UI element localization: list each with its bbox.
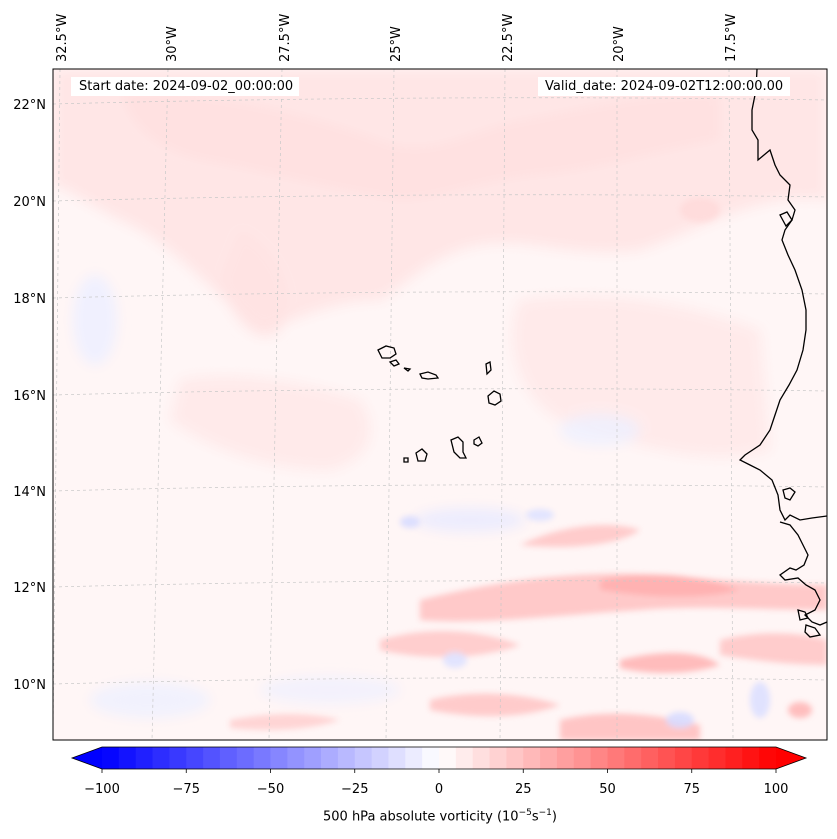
colorbar-tick-label: 0 xyxy=(435,782,443,797)
colorbar-tick-label: 25 xyxy=(515,782,532,797)
colorbar-label-prefix: 500 hPa absolute vorticity (10 xyxy=(323,809,519,825)
colorbar-segment xyxy=(472,747,491,769)
colorbar-segment xyxy=(354,747,373,769)
colorbar-segment xyxy=(186,747,204,769)
colorbar-segment xyxy=(506,747,524,769)
colorbar-segment xyxy=(321,747,339,769)
start-date-label: Start date: 2024-09-02_00:00:00 xyxy=(71,77,300,96)
longitude-labels: 32.5°W 30°W 27.5°W 25°W 22.5°W 20°W 17.5… xyxy=(55,14,739,62)
colorbar-tick-label: −25 xyxy=(341,782,368,797)
latitude-label: 22°N xyxy=(13,98,46,113)
colorbar xyxy=(102,747,777,769)
colorbar-label-unit: s xyxy=(531,809,539,825)
colorbar-segment xyxy=(405,747,423,769)
cape-verde-islands xyxy=(377,345,502,463)
colorbar-segment xyxy=(422,747,440,769)
colorbar-segment xyxy=(337,747,356,769)
colorbar-segment xyxy=(287,747,305,769)
colorbar-segment xyxy=(641,747,659,769)
colorbar-segment xyxy=(556,747,575,769)
colorbar-tick-label: 75 xyxy=(683,782,700,797)
colorbar-segment xyxy=(371,747,390,769)
colorbar-segment xyxy=(624,747,642,769)
colorbar-segment xyxy=(489,747,507,769)
colorbar-segment xyxy=(388,747,406,769)
colorbar-tick-label: 100 xyxy=(764,782,789,797)
map-gridlines xyxy=(53,69,827,740)
colorbar-segment xyxy=(759,747,777,769)
colorbar-segment xyxy=(523,747,541,769)
longitude-label: 25°W xyxy=(389,26,404,62)
latitude-label: 16°N xyxy=(13,389,46,404)
colorbar-segment xyxy=(691,747,710,769)
longitude-label: 32.5°W xyxy=(55,14,70,62)
colorbar-extend-max xyxy=(776,747,806,769)
longitude-label: 22.5°W xyxy=(501,14,516,62)
longitude-label: 30°W xyxy=(165,26,180,62)
longitude-label: 20°W xyxy=(612,26,627,62)
colorbar-segment xyxy=(455,747,474,769)
colorbar-segment xyxy=(439,747,457,769)
vorticity-field xyxy=(53,69,827,740)
colorbar-segment xyxy=(742,747,760,769)
colorbar-segment xyxy=(540,747,558,769)
colorbar-extend-min xyxy=(72,747,102,769)
colorbar-segment xyxy=(304,747,322,769)
valid-date-label: Valid_date: 2024-09-02T12:00:00.00 xyxy=(538,77,791,96)
colorbar-tick-label: −75 xyxy=(173,782,200,797)
colorbar-segment xyxy=(590,747,609,769)
colorbar-tick-label: 50 xyxy=(599,782,616,797)
longitude-label: 27.5°W xyxy=(278,14,293,62)
colorbar-segment xyxy=(102,747,120,769)
colorbar-label: 500 hPa absolute vorticity (10−5s−1) xyxy=(0,808,837,824)
colorbar-segment xyxy=(253,747,272,769)
colorbar-segment xyxy=(607,747,625,769)
colorbar-segment xyxy=(135,747,154,769)
colorbar-segment xyxy=(674,747,693,769)
colorbar-tick-label: −100 xyxy=(84,782,120,797)
colorbar-segment xyxy=(236,747,255,769)
latitude-labels: 22°N 20°N 18°N 16°N 14°N 12°N 10°N xyxy=(13,98,46,693)
colorbar-segment xyxy=(270,747,288,769)
map-frame xyxy=(52,68,828,741)
colorbar-tick-label: −50 xyxy=(257,782,284,797)
colorbar-label-exponent: −1 xyxy=(538,808,552,818)
colorbar-segment xyxy=(203,747,221,769)
colorbar-segment xyxy=(219,747,238,769)
colorbar-ticks: −100 −75 −50 −25 0 25 50 75 100 xyxy=(84,769,788,797)
colorbar-segment xyxy=(152,747,170,769)
coastline xyxy=(738,69,827,638)
colorbar-label-suffix: ) xyxy=(551,809,557,825)
latitude-label: 10°N xyxy=(13,678,46,693)
latitude-label: 12°N xyxy=(13,581,46,596)
longitude-label: 17.5°W xyxy=(724,14,739,62)
latitude-label: 18°N xyxy=(13,292,46,307)
colorbar-segment xyxy=(118,747,137,769)
colorbar-segment xyxy=(708,747,727,769)
colorbar-segment xyxy=(658,747,676,769)
colorbar-segment xyxy=(725,747,743,769)
latitude-label: 14°N xyxy=(13,485,46,500)
colorbar-segment xyxy=(169,747,187,769)
colorbar-label-exponent: −5 xyxy=(518,808,532,818)
latitude-label: 20°N xyxy=(13,195,46,210)
colorbar-segment xyxy=(573,747,592,769)
